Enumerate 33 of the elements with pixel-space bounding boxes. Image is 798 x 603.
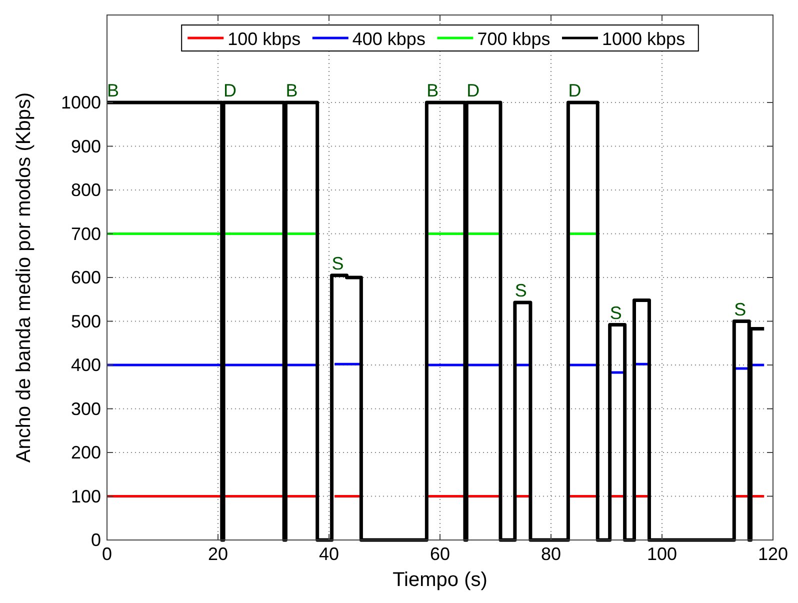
y-tick-label: 0 — [90, 530, 101, 550]
y-tick-label: 300 — [70, 398, 101, 419]
legend-label: 400 kbps — [352, 29, 426, 49]
annotation: B — [286, 80, 298, 100]
x-tick-label: 120 — [758, 544, 788, 564]
y-tick-label: 900 — [70, 136, 101, 156]
annotation: S — [734, 299, 746, 320]
annotation: D — [568, 80, 582, 100]
y-tick-label: 500 — [70, 311, 101, 332]
x-tick-label: 40 — [318, 544, 340, 564]
y-tick-label: 800 — [70, 180, 101, 200]
legend-label: 100 kbps — [228, 29, 301, 49]
y-tick-label: 100 — [70, 486, 101, 506]
annotation: S — [610, 302, 622, 323]
y-tick-label: 700 — [70, 224, 101, 244]
x-tick-label: 100 — [646, 544, 678, 564]
annotation: D — [466, 80, 480, 100]
annotation: D — [224, 80, 237, 100]
legend-label: 1000 kbps — [602, 29, 686, 49]
y-tick-label: 200 — [70, 442, 101, 462]
x-tick-label: 20 — [208, 544, 228, 564]
annotation: B — [107, 80, 120, 100]
y-axis-title: Ancho de banda medio por modos (Kbps) — [13, 92, 35, 463]
y-tick-label: 600 — [70, 268, 101, 288]
x-tick-label: 80 — [540, 544, 562, 564]
annotation: B — [426, 80, 439, 100]
annotation: S — [332, 253, 344, 274]
legend-label: 700 kbps — [477, 29, 550, 49]
x-axis-title: Tiempo (s) — [392, 569, 488, 591]
x-tick-label: 60 — [430, 544, 450, 564]
y-tick-label: 400 — [70, 355, 101, 375]
y-tick-label: 1000 — [60, 92, 101, 112]
annotation: S — [514, 280, 527, 300]
